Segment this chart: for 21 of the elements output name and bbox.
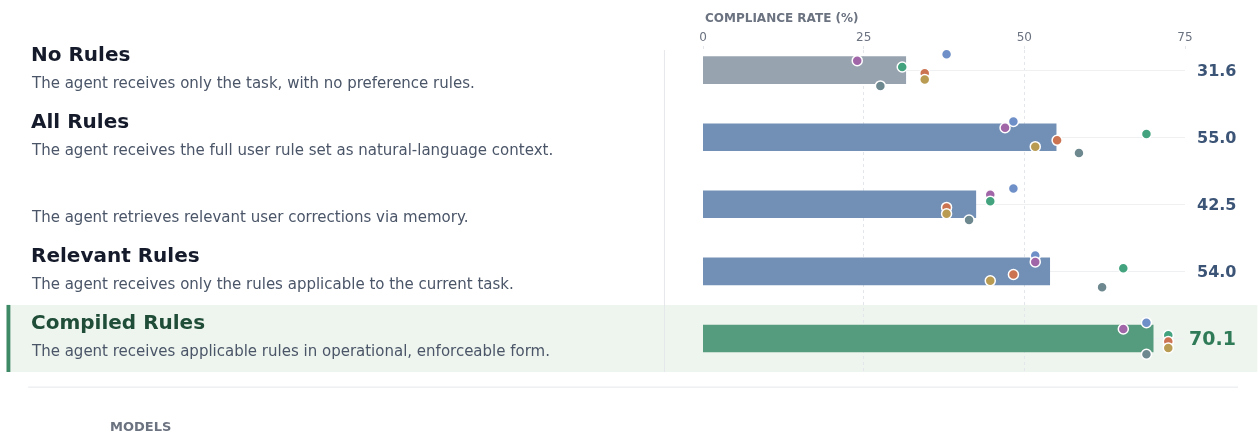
y-tick-label: Compiled Rules The agent receives applicable rules in operational, enforceable form. xyxy=(31,310,550,360)
bar xyxy=(703,56,907,84)
y-tick-label: The agent retrieves relevant user corrections via memory. xyxy=(31,208,469,226)
x2-axis-title: COMPLIANCE RATE (%) xyxy=(705,11,859,25)
data-label: 70.1 xyxy=(1189,327,1236,349)
data-label: 31.6 xyxy=(1197,61,1237,80)
x2-tick-label: 25 xyxy=(856,30,872,45)
y-tick-label: No Rules The agent receives only the task, with no preference rules. xyxy=(31,42,475,92)
data-label: 55.0 xyxy=(1197,128,1237,147)
bar xyxy=(703,190,977,219)
x2-tick-label: 0 xyxy=(699,30,707,45)
y-tick-label: All Rules The agent receives the full user rule set as natural-language context. xyxy=(31,109,554,159)
x2-tick-label: 75 xyxy=(1177,30,1193,45)
x2-tick-label: 50 xyxy=(1016,30,1032,45)
data-label: 42.5 xyxy=(1197,195,1237,214)
bar xyxy=(703,324,1154,353)
y-tick-label: Relevant Rules The agent receives only the rules applicable to the current task. xyxy=(31,243,514,293)
data-label: 54.0 xyxy=(1197,262,1237,281)
text: MODELS xyxy=(110,419,172,434)
bar xyxy=(703,257,1051,286)
bar xyxy=(703,123,1057,151)
